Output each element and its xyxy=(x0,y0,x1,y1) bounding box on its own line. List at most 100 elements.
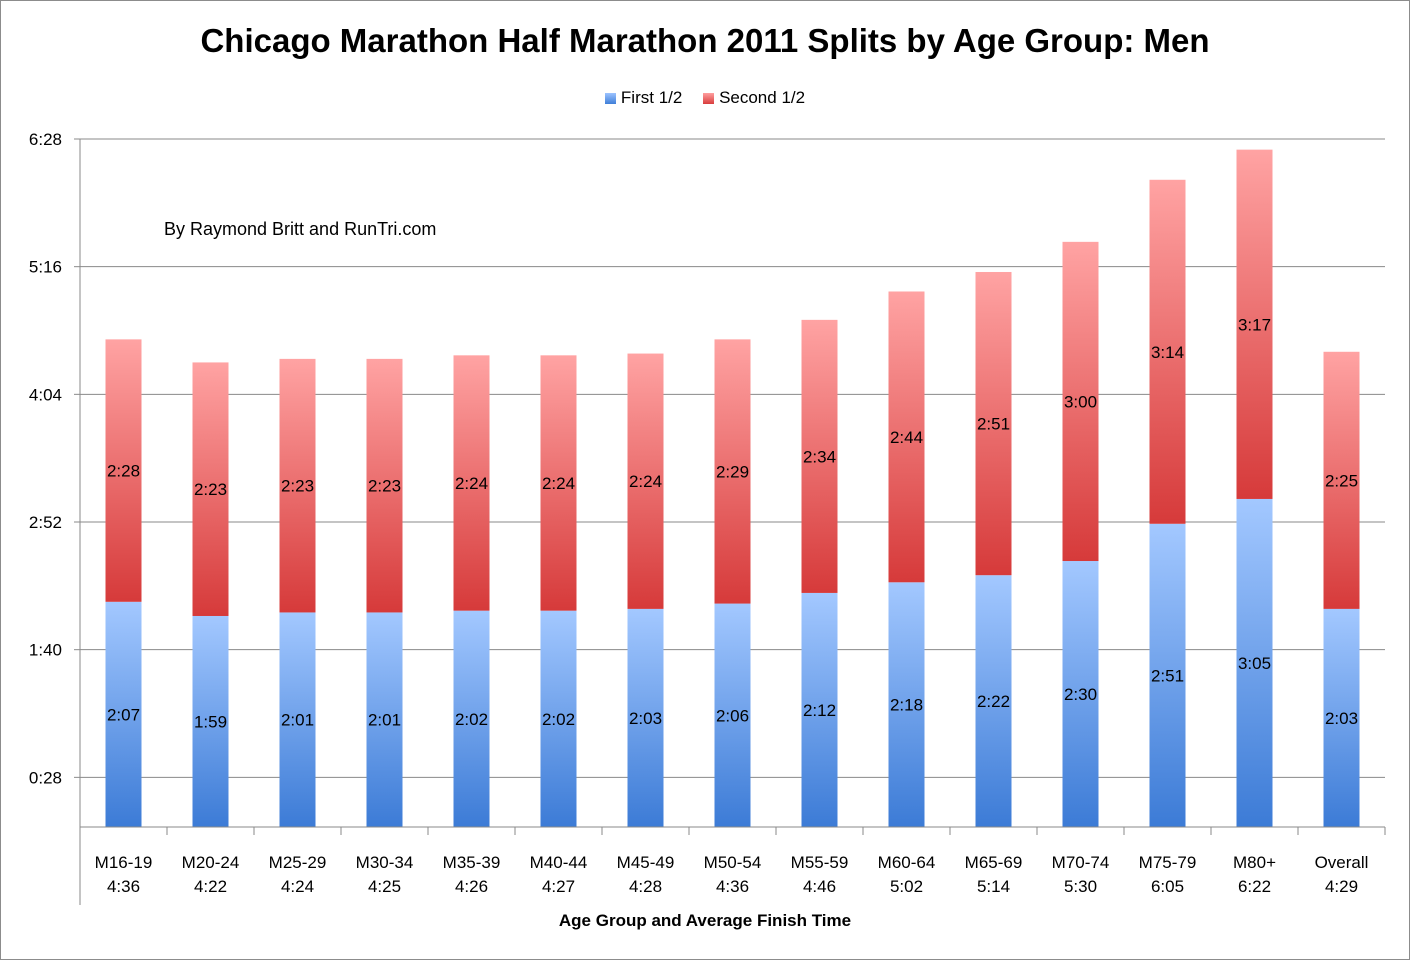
data-label-second-half: 3:14 xyxy=(1151,343,1184,362)
x-tick-finish-time: 6:22 xyxy=(1238,877,1271,896)
bar-second-half xyxy=(1236,149,1273,499)
x-tick-label: M60-64 xyxy=(878,853,936,872)
x-tick-label: M45-49 xyxy=(617,853,675,872)
data-label-first-half: 2:12 xyxy=(803,701,836,720)
x-tick-finish-time: 4:24 xyxy=(281,877,314,896)
bar-first-half xyxy=(888,582,925,827)
x-tick-label: M55-59 xyxy=(791,853,849,872)
bar-second-half xyxy=(1323,351,1360,609)
bar-second-half xyxy=(975,271,1012,576)
data-label-second-half: 2:24 xyxy=(542,474,575,493)
bar-second-half xyxy=(192,362,229,616)
bar-second-half xyxy=(453,355,490,611)
data-label-second-half: 2:23 xyxy=(281,477,314,496)
data-label-second-half: 2:25 xyxy=(1325,471,1358,490)
x-tick-finish-time: 4:28 xyxy=(629,877,662,896)
x-axis-title: Age Group and Average Finish Time xyxy=(558,911,852,930)
data-label-second-half: 3:00 xyxy=(1064,392,1097,411)
chart-title: Chicago Marathon Half Marathon 2011 Spli… xyxy=(200,22,1210,59)
bar-first-half xyxy=(1062,561,1099,827)
bar-first-half xyxy=(366,612,403,827)
data-label-first-half: 2:03 xyxy=(629,709,662,728)
legend-label-second-half: Second 1/2 xyxy=(719,88,806,107)
bar-first-half xyxy=(1323,608,1360,827)
x-tick-finish-time: 5:02 xyxy=(890,877,923,896)
x-tick-finish-time: 4:22 xyxy=(194,877,227,896)
x-tick-label: M16-19 xyxy=(95,853,153,872)
bar-first-half xyxy=(627,608,664,827)
y-tick-label: 6:28 xyxy=(29,130,62,149)
bar-second-half xyxy=(366,358,403,613)
bar-second-half xyxy=(888,291,925,583)
bar-first-half xyxy=(192,615,229,827)
legend-label-first-half: First 1/2 xyxy=(620,88,683,107)
bar-first-half xyxy=(105,601,142,827)
x-tick-label: M40-44 xyxy=(530,853,588,872)
data-label-second-half: 2:44 xyxy=(890,428,923,447)
y-tick-label: 1:40 xyxy=(29,641,62,660)
x-tick-finish-time: 4:36 xyxy=(107,877,140,896)
y-tick-label: 4:04 xyxy=(29,385,62,404)
x-tick-label: M20-24 xyxy=(182,853,240,872)
chart-credit: By Raymond Britt and RunTri.com xyxy=(164,219,437,239)
bar-first-half xyxy=(1149,523,1186,827)
bar-second-half xyxy=(279,358,316,613)
x-tick-label: M35-39 xyxy=(443,853,501,872)
legend-swatch-first-half xyxy=(604,92,616,104)
data-label-first-half: 1:59 xyxy=(194,712,227,731)
legend-item-first-half: First 1/2 xyxy=(604,88,683,108)
bar-first-half xyxy=(453,610,490,827)
x-tick-finish-time: 4:29 xyxy=(1325,877,1358,896)
y-tick-label: 2:52 xyxy=(29,513,62,532)
bar-first-half xyxy=(714,603,751,827)
data-label-second-half: 2:28 xyxy=(107,462,140,481)
x-tick-finish-time: 4:25 xyxy=(368,877,401,896)
x-tick-label: M50-54 xyxy=(704,853,762,872)
x-tick-label: Overall xyxy=(1315,853,1369,872)
data-label-second-half: 2:23 xyxy=(194,480,227,499)
data-label-first-half: 2:30 xyxy=(1064,685,1097,704)
x-tick-label: M25-29 xyxy=(269,853,327,872)
data-label-first-half: 2:01 xyxy=(368,711,401,730)
data-label-first-half: 2:06 xyxy=(716,706,749,725)
data-label-first-half: 2:07 xyxy=(107,705,140,724)
x-tick-label: M75-79 xyxy=(1139,853,1197,872)
bar-first-half xyxy=(279,612,316,827)
x-tick-finish-time: 5:30 xyxy=(1064,877,1097,896)
data-label-second-half: 2:51 xyxy=(977,415,1010,434)
bar-first-half xyxy=(975,575,1012,827)
data-label-second-half: 2:24 xyxy=(455,474,488,493)
x-tick-label: M65-69 xyxy=(965,853,1023,872)
x-tick-finish-time: 4:27 xyxy=(542,877,575,896)
bar-second-half xyxy=(105,339,142,602)
data-label-second-half: 2:34 xyxy=(803,447,836,466)
data-label-first-half: 2:22 xyxy=(977,692,1010,711)
bar-second-half xyxy=(1149,179,1186,524)
bar-second-half xyxy=(627,353,664,609)
data-label-first-half: 2:02 xyxy=(542,710,575,729)
data-label-first-half: 2:02 xyxy=(455,710,488,729)
data-label-second-half: 2:29 xyxy=(716,462,749,481)
data-label-first-half: 2:03 xyxy=(1325,709,1358,728)
legend-swatch-second-half xyxy=(703,92,715,104)
x-tick-finish-time: 6:05 xyxy=(1151,877,1184,896)
bar-first-half xyxy=(540,610,577,827)
bar-second-half xyxy=(801,319,838,593)
x-tick-label: M70-74 xyxy=(1052,853,1110,872)
data-label-second-half: 2:24 xyxy=(629,472,662,491)
x-tick-finish-time: 4:26 xyxy=(455,877,488,896)
bar-first-half xyxy=(1236,498,1273,827)
data-label-first-half: 2:51 xyxy=(1151,666,1184,685)
y-tick-label: 0:28 xyxy=(29,768,62,787)
x-tick-finish-time: 4:36 xyxy=(716,877,749,896)
x-tick-finish-time: 5:14 xyxy=(977,877,1010,896)
bar-first-half xyxy=(801,592,838,827)
x-tick-finish-time: 4:46 xyxy=(803,877,836,896)
x-tick-label: M80+ xyxy=(1233,853,1276,872)
x-tick-label: M30-34 xyxy=(356,853,414,872)
data-label-first-half: 2:01 xyxy=(281,711,314,730)
legend: First 1/2 Second 1/2 xyxy=(0,88,1410,109)
bar-second-half xyxy=(540,355,577,611)
data-label-second-half: 3:17 xyxy=(1238,315,1271,334)
